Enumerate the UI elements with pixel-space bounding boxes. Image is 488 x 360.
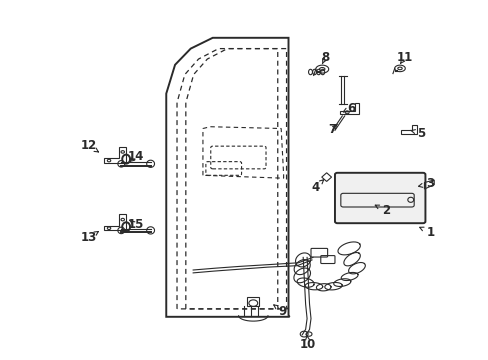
Text: 10: 10 (299, 338, 316, 351)
Text: 13: 13 (81, 231, 97, 244)
Text: 8: 8 (321, 51, 328, 64)
Text: 1: 1 (426, 226, 433, 239)
Text: 15: 15 (127, 219, 144, 231)
Text: 12: 12 (81, 139, 97, 152)
Text: 5: 5 (417, 127, 425, 140)
Text: 11: 11 (396, 51, 412, 64)
Text: 2: 2 (382, 204, 389, 217)
Text: 4: 4 (311, 181, 319, 194)
Text: 9: 9 (278, 305, 286, 318)
Text: 6: 6 (346, 102, 354, 114)
Text: 14: 14 (127, 150, 144, 163)
Text: 7: 7 (328, 123, 336, 136)
FancyBboxPatch shape (334, 173, 425, 223)
Text: 3: 3 (426, 177, 433, 190)
